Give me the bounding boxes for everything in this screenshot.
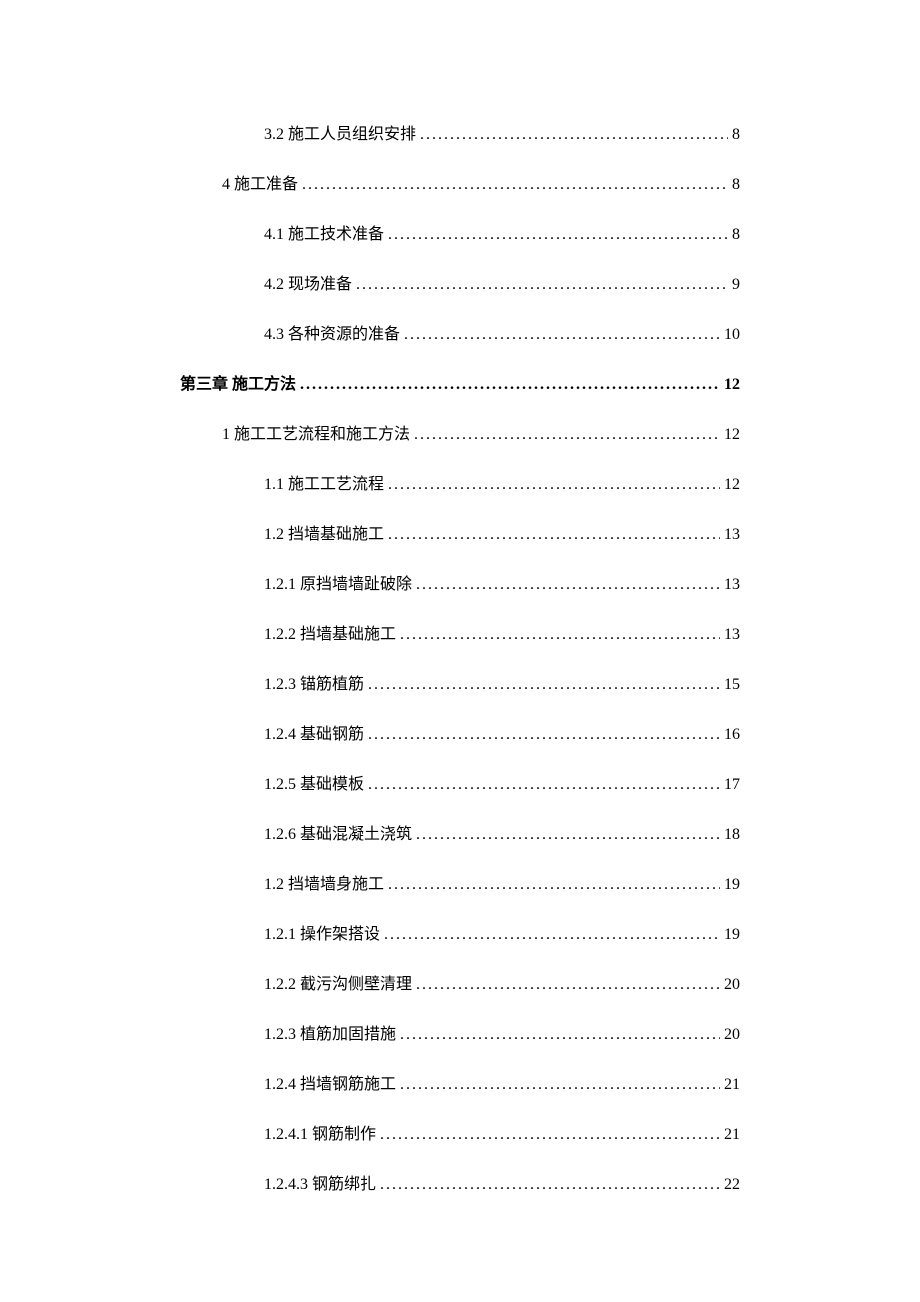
toc-entry-label: 1.2.4.1 钢筋制作 [264,1120,376,1144]
toc-entry-label: 1.2.3 锚筋植筋 [264,670,364,694]
toc-entry-page: 17 [724,776,740,794]
toc-entry-label: 1.2.4.3 钢筋绑扎 [264,1170,376,1194]
toc-entry: 1.2 挡墙基础施工 13 [180,520,740,544]
toc-dot-leader [400,1026,720,1044]
toc-entry: 1.2.4.1 钢筋制作 21 [180,1120,740,1144]
toc-entry-label: 4.3 各种资源的准备 [264,320,400,344]
toc-entry-page: 13 [724,626,740,644]
toc-dot-leader [400,1076,720,1094]
toc-entry: 1.2.6 基础混凝土浇筑 18 [180,820,740,844]
toc-entry: 4.3 各种资源的准备 10 [180,320,740,344]
toc-entry-label: 3.2 施工人员组织安排 [264,120,416,144]
toc-entry: 4.2 现场准备 9 [180,270,740,294]
toc-entry-label: 1.2 挡墙墙身施工 [264,870,384,894]
toc-dot-leader [388,876,720,894]
toc-entry-page: 9 [732,276,740,294]
toc-dot-leader [388,226,728,244]
toc-entry: 1.2.4.3 钢筋绑扎 22 [180,1170,740,1194]
toc-entry-page: 10 [724,326,740,344]
toc-dot-leader [416,826,720,844]
toc-entry-label: 4.2 现场准备 [264,270,352,294]
toc-entry-page: 13 [724,576,740,594]
toc-entry: 1.2.3 植筋加固措施 20 [180,1020,740,1044]
toc-entry-label: 1.2.2 挡墙基础施工 [264,620,396,644]
toc-entry: 1.2.4 基础钢筋 16 [180,720,740,744]
table-of-contents: 3.2 施工人员组织安排 8 4 施工准备 8 4.1 施工技术准备 8 4.2 现场准备 9… [180,120,740,1194]
toc-entry-label: 第三章 施工方法 [180,370,296,394]
toc-dot-leader [380,1176,720,1194]
toc-dot-leader [388,476,720,494]
toc-entry-label: 1.2.4 挡墙钢筋施工 [264,1070,396,1094]
toc-entry-page: 12 [724,376,740,394]
toc-entry-page: 13 [724,526,740,544]
toc-entry-page: 12 [724,426,740,444]
toc-entry-label: 1.2.1 原挡墙墙趾破除 [264,570,412,594]
toc-entry-page: 20 [724,976,740,994]
toc-entry: 1.2 挡墙墙身施工 19 [180,870,740,894]
toc-entry: 4.1 施工技术准备 8 [180,220,740,244]
toc-entry-label: 1.2.1 操作架搭设 [264,920,380,944]
toc-dot-leader [420,126,728,144]
toc-dot-leader [384,926,720,944]
toc-entry: 1.2.2 挡墙基础施工 13 [180,620,740,644]
toc-dot-leader [400,626,720,644]
toc-entry-page: 8 [732,176,740,194]
toc-dot-leader [380,1126,720,1144]
toc-entry-label: 1.2.3 植筋加固措施 [264,1020,396,1044]
toc-dot-leader [404,326,720,344]
toc-entry-page: 16 [724,726,740,744]
toc-entry: 1.2.1 原挡墙墙趾破除 13 [180,570,740,594]
toc-dot-leader [414,426,720,444]
toc-entry-page: 12 [724,476,740,494]
toc-entry-page: 19 [724,876,740,894]
toc-entry-label: 4.1 施工技术准备 [264,220,384,244]
toc-entry-page: 18 [724,826,740,844]
toc-entry-label: 1.2.5 基础模板 [264,770,364,794]
toc-entry: 3.2 施工人员组织安排 8 [180,120,740,144]
toc-entry-label: 1.2.4 基础钢筋 [264,720,364,744]
toc-entry-page: 22 [724,1176,740,1194]
toc-dot-leader [416,576,720,594]
toc-entry-page: 8 [732,226,740,244]
toc-entry: 1.2.2 截污沟侧壁清理 20 [180,970,740,994]
toc-entry-label: 1.2 挡墙基础施工 [264,520,384,544]
toc-entry-page: 21 [724,1126,740,1144]
toc-dot-leader [368,726,720,744]
toc-entry-label: 1.2.6 基础混凝土浇筑 [264,820,412,844]
toc-entry: 第三章 施工方法 12 [180,370,740,394]
toc-dot-leader [300,376,720,394]
toc-entry-label: 1 施工工艺流程和施工方法 [222,420,410,444]
toc-entry-page: 20 [724,1026,740,1044]
toc-entry-label: 1.1 施工工艺流程 [264,470,384,494]
toc-entry: 1.2.4 挡墙钢筋施工 21 [180,1070,740,1094]
toc-entry: 1 施工工艺流程和施工方法 12 [180,420,740,444]
toc-entry-page: 8 [732,126,740,144]
toc-dot-leader [416,976,720,994]
toc-entry-label: 1.2.2 截污沟侧壁清理 [264,970,412,994]
toc-entry: 1.2.5 基础模板 17 [180,770,740,794]
toc-entry: 1.1 施工工艺流程 12 [180,470,740,494]
toc-dot-leader [388,526,720,544]
toc-dot-leader [368,676,720,694]
toc-entry-page: 21 [724,1076,740,1094]
toc-entry: 1.2.3 锚筋植筋 15 [180,670,740,694]
toc-dot-leader [302,176,728,194]
toc-entry-page: 15 [724,676,740,694]
toc-entry: 1.2.1 操作架搭设 19 [180,920,740,944]
toc-entry: 4 施工准备 8 [180,170,740,194]
toc-entry-page: 19 [724,926,740,944]
toc-entry-label: 4 施工准备 [222,170,298,194]
toc-dot-leader [356,276,728,294]
toc-dot-leader [368,776,720,794]
